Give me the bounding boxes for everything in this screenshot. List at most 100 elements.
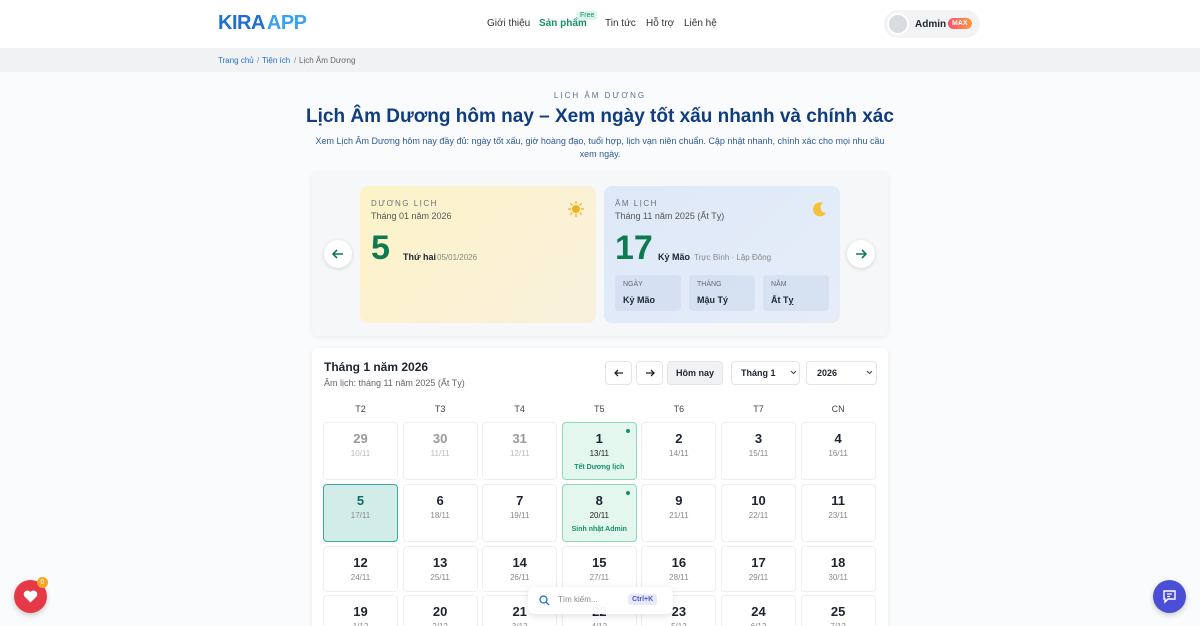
lunar-date: 12/11 xyxy=(509,449,530,458)
event-dot xyxy=(625,491,630,495)
day-cell[interactable]: 25 7/12 xyxy=(800,595,876,626)
pillar-label: NGÀY xyxy=(623,281,643,288)
lunar-day: 17 xyxy=(615,229,653,267)
pillar-value: Ất Tỵ xyxy=(771,295,794,305)
year-select[interactable]: 2026 xyxy=(806,361,877,385)
day-cell[interactable]: 30 11/11 xyxy=(402,422,478,480)
day-cell[interactable]: 7 19/11 xyxy=(482,484,558,542)
solar-day: 5 xyxy=(371,229,390,267)
solar-card xyxy=(360,186,596,323)
separator: / xyxy=(257,56,260,65)
pillar-value: Mậu Tý xyxy=(697,295,729,305)
lunar-date: 15/11 xyxy=(748,449,769,458)
lunar-date: 27/11 xyxy=(589,573,610,582)
day-cell[interactable]: 31 12/11 xyxy=(482,422,558,480)
day-number: 1 xyxy=(595,431,603,446)
day-number: 12 xyxy=(353,555,368,570)
next-day[interactable] xyxy=(847,240,875,268)
arrow-icon xyxy=(613,369,623,377)
nav-link[interactable]: Giới thiệu xyxy=(487,18,531,29)
nav-link[interactable]: Liên hệ xyxy=(684,18,717,29)
prev-month[interactable] xyxy=(605,361,632,385)
moon-icon xyxy=(813,202,826,217)
nav-link[interactable]: Hỗ trợ xyxy=(646,18,675,29)
logo[interactable]: KIRA APP xyxy=(218,12,307,35)
nav-badge: Free xyxy=(577,11,598,20)
solar-weekday: Thứ hai xyxy=(403,252,437,262)
pillar: NGÀY Kỷ Mão xyxy=(615,275,681,311)
day-cell[interactable]: 5 17/11 xyxy=(323,484,398,542)
day-cell[interactable]: 24 6/12 xyxy=(721,595,796,626)
prev-day[interactable] xyxy=(324,240,352,268)
breadcrumb-current: Lịch Âm Dương xyxy=(299,56,356,65)
lunar-date: 2/12 xyxy=(404,622,477,626)
weekday-header: T5 xyxy=(594,404,605,414)
breadcrumb-link[interactable]: Tiện ích xyxy=(262,56,291,65)
breadcrumb-link[interactable]: Trang chủ xyxy=(218,56,254,65)
nav-link[interactable]: Tin tức xyxy=(605,18,636,29)
lunar-extra: Trực Bình · Lập Đông xyxy=(694,253,772,262)
weekday-header: T3 xyxy=(434,404,446,414)
search-box[interactable]: Tìm kiếm... Ctrl+K xyxy=(528,587,673,614)
day-cell[interactable]: 6 18/11 xyxy=(402,484,478,542)
day-cell[interactable]: 12 24/11 xyxy=(323,546,398,592)
day-cell[interactable]: 18 30/11 xyxy=(800,546,876,592)
sun-icon xyxy=(568,201,584,217)
separator: / xyxy=(294,56,297,65)
day-number: 5 xyxy=(356,493,365,508)
day-cell[interactable]: 13 25/11 xyxy=(402,546,478,592)
lunar-date: 20/11 xyxy=(589,511,610,520)
day-cell[interactable]: 29 10/11 xyxy=(323,422,398,480)
day-cell[interactable]: 14 26/11 xyxy=(482,546,558,592)
lunar-date: 28/11 xyxy=(669,573,689,582)
day-cell[interactable]: 4 16/11 xyxy=(800,422,876,480)
arrow-icon xyxy=(332,249,343,259)
lunar-date: 3/12 xyxy=(483,622,556,626)
day-number: 6 xyxy=(436,493,444,508)
day-cell[interactable]: 17 29/11 xyxy=(721,546,796,592)
select-value: Tháng 1 xyxy=(741,368,776,378)
lunar-date: 24/11 xyxy=(350,573,371,582)
lunar-date: 17/11 xyxy=(350,511,371,520)
day-number: 20 xyxy=(432,604,448,619)
day-number: 16 xyxy=(671,555,687,570)
month-select[interactable]: Tháng 1 xyxy=(731,361,800,385)
lunar-date: 1/12 xyxy=(324,622,397,626)
day-cell[interactable]: 10 22/11 xyxy=(721,484,796,542)
day-number: 13 xyxy=(432,555,448,570)
chevron xyxy=(790,370,797,375)
day-number: 9 xyxy=(675,493,683,508)
day-number: 2 xyxy=(675,431,683,446)
day-number: 10 xyxy=(751,493,766,508)
nav-link[interactable]: Sản phẩm xyxy=(539,18,587,29)
day-cell[interactable]: 20 2/12 xyxy=(402,595,478,626)
lunar-date: 13/11 xyxy=(589,449,610,458)
day-cell[interactable]: 11 23/11 xyxy=(800,484,876,542)
day-cell[interactable]: 16 28/11 xyxy=(641,546,717,592)
lunar-month: Tháng 11 năm 2025 (Ất Tỵ) xyxy=(615,211,725,221)
day-cell[interactable]: 1 13/11 Tết Dương lịch xyxy=(561,422,637,480)
lunar-date: 19/11 xyxy=(509,511,530,520)
event-dot xyxy=(625,429,630,433)
eyebrow: LỊCH ÂM DƯƠNG xyxy=(553,91,647,100)
day-cell[interactable]: 3 15/11 xyxy=(721,422,796,480)
lunar-date: 23/11 xyxy=(828,511,848,520)
lunar-date: 11/11 xyxy=(430,449,450,458)
day-cell[interactable]: 15 27/11 xyxy=(561,546,637,592)
day-number: 7 xyxy=(516,493,524,508)
day-cell[interactable]: 2 14/11 xyxy=(641,422,717,480)
day-number: 31 xyxy=(512,431,527,446)
heart-icon xyxy=(23,590,38,603)
pillar: NĂM Ất Tỵ xyxy=(763,275,829,311)
day-cell[interactable]: 8 20/11 Sinh nhật Admin xyxy=(561,484,637,542)
today-button[interactable]: Hôm nay xyxy=(667,361,723,385)
day-number: 8 xyxy=(595,493,603,508)
chat-button[interactable] xyxy=(1153,580,1186,613)
event-note: Tết Dương lịch xyxy=(574,464,625,471)
next-month[interactable] xyxy=(636,361,663,385)
day-number: 24 xyxy=(751,604,766,619)
day-cell[interactable]: 19 1/12 xyxy=(323,595,398,626)
day-cell[interactable]: 9 21/11 xyxy=(641,484,717,542)
